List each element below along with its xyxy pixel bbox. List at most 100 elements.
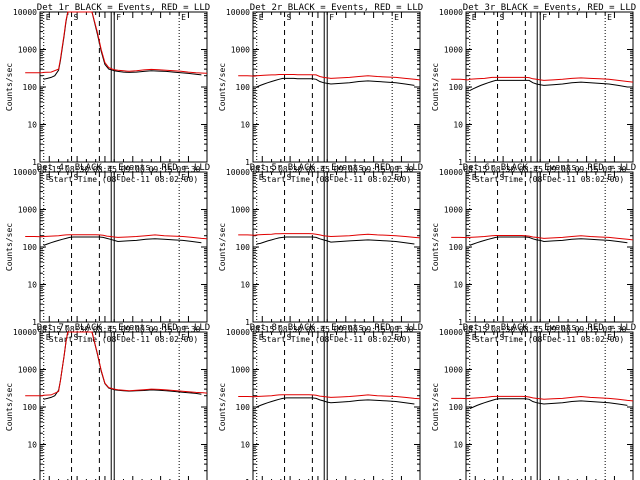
y-axis-label: Counts/sec (431, 383, 440, 431)
x-tick-label: 09:00 (547, 325, 571, 334)
y-tick-label: 1 (32, 478, 37, 480)
panel-2: Det 2r BLACK = Events, RED = LLD 1 10 100 10… (218, 3, 423, 184)
marker-label: S (500, 13, 505, 22)
marker-label: E (46, 173, 51, 182)
series-events (43, 236, 202, 246)
y-tick-label: 10 (240, 281, 250, 290)
marker-label: S (287, 173, 292, 182)
plot-frame (465, 171, 634, 323)
y-axis-label: Counts/sec (218, 223, 227, 271)
series-events (469, 79, 628, 92)
panel-title: Det 3r BLACK = Events, RED = LLD (463, 3, 636, 13)
marker-label: F (542, 333, 547, 342)
panel-title: Det 7r BLACK = Events, RED = LLD (37, 323, 210, 333)
y-tick-label: 10000 (439, 168, 463, 177)
x-tick-label: 08:15 (250, 325, 274, 334)
x-tick-label: 09:00 (121, 165, 145, 174)
plot-frame (252, 171, 421, 323)
x-tick-label: 08:15 (37, 325, 61, 334)
series-events (469, 398, 628, 410)
marker-label: E (181, 13, 186, 22)
panel-title: Det 9r BLACK = Events, RED = LLD (463, 323, 636, 333)
y-tick-label: 1 (458, 158, 463, 167)
panel-title: Det 5r BLACK = Events, RED = LLD (250, 163, 423, 173)
marker-label: E (394, 13, 399, 22)
marker-label: E (607, 173, 612, 182)
y-tick-label: 10000 (226, 8, 250, 17)
y-tick-label: 1 (458, 318, 463, 327)
x-tick-label: 08:15 (463, 325, 487, 334)
x-axis-label: Start Time (08-Dec-11 08:02:00) (262, 175, 411, 184)
x-tick-label: 09:30 (389, 165, 413, 174)
marker-label: E (394, 333, 399, 342)
x-tick-label: 09:30 (176, 165, 200, 174)
y-tick-label: 10000 (439, 8, 463, 17)
marker-label: E (607, 13, 612, 22)
x-tick-label: 08:15 (37, 165, 61, 174)
x-axis-label: Start Time (08-Dec-11 08:02:00) (49, 175, 198, 184)
series-lld (238, 74, 421, 81)
y-tick-label: 10000 (13, 168, 37, 177)
y-tick-label: 1000 (444, 206, 463, 215)
x-tick-label: 09:15 (575, 165, 599, 174)
x-tick-label: 08:30 (278, 325, 302, 334)
plot-frame (39, 331, 208, 480)
plot-frame (252, 331, 421, 480)
series-lld (25, 331, 208, 397)
x-tick-label: 08:30 (491, 165, 515, 174)
y-tick-label: 100 (236, 243, 251, 252)
marker-label: E (259, 333, 264, 342)
y-tick-label: 10000 (13, 328, 37, 337)
x-tick-label: 09:30 (602, 165, 626, 174)
y-tick-label: 1000 (231, 366, 250, 375)
marker-label: S (74, 173, 79, 182)
y-axis-label: Counts/sec (5, 223, 14, 271)
x-tick-label: 09:30 (176, 325, 200, 334)
x-tick-label: 08:15 (463, 165, 487, 174)
y-tick-label: 10 (240, 121, 250, 130)
x-axis-label: Start Time (08-Dec-11 08:02:00) (475, 335, 624, 344)
y-tick-label: 100 (23, 403, 38, 412)
x-tick-label: 08:45 (93, 165, 117, 174)
y-tick-label: 1 (245, 318, 250, 327)
x-tick-label: 08:30 (491, 325, 515, 334)
y-tick-label: 100 (449, 83, 464, 92)
marker-label: E (46, 333, 51, 342)
series-lld (25, 11, 208, 74)
x-tick-label: 08:15 (250, 165, 274, 174)
y-tick-label: 10 (27, 441, 37, 450)
y-tick-label: 100 (23, 243, 38, 252)
series-events (256, 397, 415, 408)
marker-label: S (500, 173, 505, 182)
x-axis-label: Start Time (08-Dec-11 08:02:00) (49, 335, 198, 344)
panel-title: Det 6r BLACK = Events, RED = LLD (463, 163, 636, 173)
y-tick-label: 1000 (231, 46, 250, 55)
marker-label: S (74, 333, 79, 342)
y-tick-label: 10 (453, 281, 463, 290)
marker-label: S (500, 333, 505, 342)
y-tick-label: 10000 (226, 168, 250, 177)
marker-label: E (181, 333, 186, 342)
y-tick-label: 100 (23, 83, 38, 92)
panel-4: Det 4r BLACK = Events, RED = LLD 1 10 100 10… (5, 163, 210, 344)
y-tick-label: 1000 (18, 366, 37, 375)
y-tick-label: 10 (240, 441, 250, 450)
panel-6: Det 6r BLACK = Events, RED = LLD 1 10 100 10… (431, 163, 636, 344)
series-lld (238, 233, 421, 239)
plot-frame (465, 331, 634, 480)
x-tick-label: 09:30 (602, 325, 626, 334)
x-tick-label: 08:30 (278, 165, 302, 174)
x-tick-label: 08:45 (519, 165, 543, 174)
y-tick-label: 10000 (13, 8, 37, 17)
marker-label: S (74, 13, 79, 22)
x-tick-label: 09:15 (362, 325, 386, 334)
y-tick-label: 1 (245, 158, 250, 167)
panel-title: Det 1r BLACK = Events, RED = LLD (37, 3, 210, 13)
x-tick-label: 09:00 (547, 165, 571, 174)
y-tick-label: 10000 (439, 328, 463, 337)
series-lld (238, 394, 421, 400)
x-tick-label: 08:45 (93, 325, 117, 334)
y-tick-label: 100 (236, 83, 251, 92)
marker-label: S (287, 13, 292, 22)
